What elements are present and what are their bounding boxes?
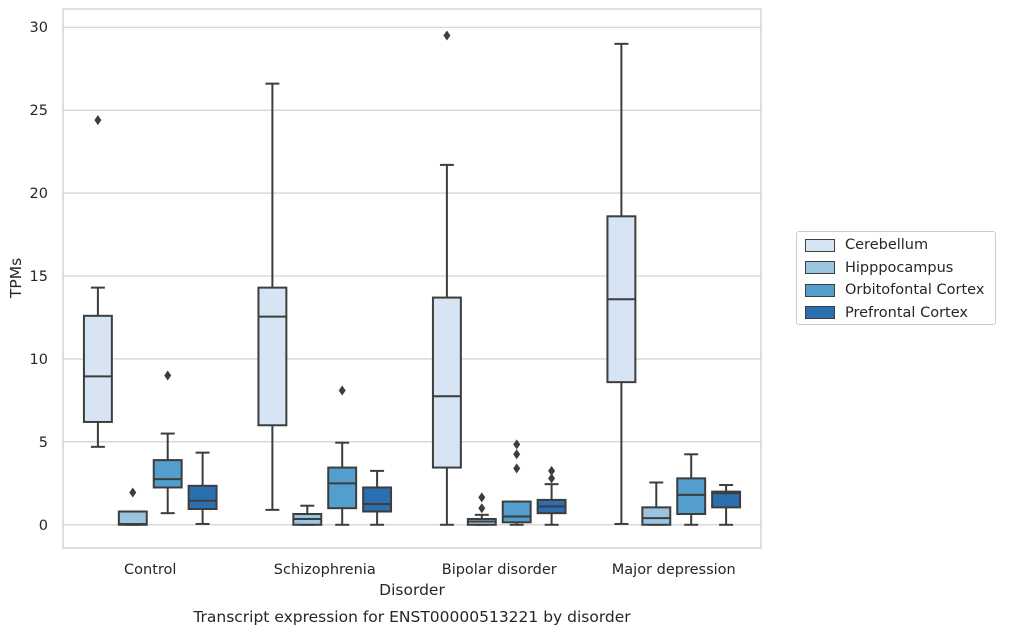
legend-label-orbitofontal-cortex: Orbitofontal Cortex [845, 282, 985, 298]
outlier-point [443, 30, 451, 41]
box-iqr [431, 296, 462, 469]
y-tick-label-30: 30 [30, 20, 48, 36]
outlier-point [338, 385, 346, 396]
legend: Cerebellum Hipppocampus Orbitofontal Corte… [796, 231, 996, 325]
outlier-point [478, 492, 486, 503]
y-tick-label-5: 5 [39, 435, 48, 451]
x-tick-label-bipolar-disorder: Bipolar disorder [442, 562, 557, 578]
legend-swatch-cerebellum [805, 238, 835, 252]
legend-item-orbitofontal-cortex: Orbitofontal Cortex [805, 280, 984, 300]
x-axis-label: Disorder [379, 581, 445, 599]
box-marks [82, 30, 742, 526]
legend-item-prefrontal-cortex: Prefrontal Cortex [805, 303, 968, 323]
legend-label-cerebellum: Cerebellum [845, 237, 929, 253]
box-schizophrenia-prefrontal-cortex [362, 469, 393, 526]
box-iqr [257, 286, 288, 427]
x-tick-label-control: Control [124, 562, 176, 578]
outlier-point [548, 473, 556, 484]
chart-caption: Transcript expression for ENST0000051322… [192, 608, 631, 626]
outlier-point [94, 115, 102, 126]
box-iqr [82, 314, 113, 423]
y-tick-label-25: 25 [30, 103, 48, 119]
box-schizophrenia-hipppocampus [292, 504, 323, 526]
box-major-depression-cerebellum [606, 42, 637, 525]
outlier-point [164, 370, 172, 381]
box-major-depression-orbitofontal-cortex [676, 453, 707, 526]
legend-swatch-prefrontal-cortex [805, 306, 835, 319]
outlier-point [513, 463, 521, 474]
box-bipolar-disorder-hipppocampus [466, 492, 497, 526]
box-iqr [362, 486, 393, 513]
legend-label-prefrontal-cortex: Prefrontal Cortex [845, 304, 968, 321]
y-tick-labels: 0 5 10 15 20 25 30 [30, 20, 48, 534]
box-iqr [711, 490, 742, 509]
box-iqr [641, 506, 672, 526]
x-tick-labels: Control Schizophrenia Bipolar disorder Majo… [124, 562, 736, 578]
box-bipolar-disorder-cerebellum [431, 30, 462, 526]
box-schizophrenia-orbitofontal-cortex [327, 385, 358, 526]
box-schizophrenia-cerebellum [257, 82, 288, 511]
box-iqr [676, 477, 707, 516]
outlier-point [548, 465, 556, 476]
y-gridlines [63, 26, 761, 526]
box-iqr [152, 459, 183, 489]
y-tick-label-10: 10 [30, 352, 48, 368]
box-bipolar-disorder-orbitofontal-cortex [501, 439, 532, 526]
y-tick-label-0: 0 [39, 518, 48, 534]
outlier-point [513, 439, 521, 450]
outlier-point [513, 449, 521, 460]
box-control-orbitofontal-cortex [152, 370, 183, 515]
legend-swatch-orbitofontal-cortex [805, 283, 835, 297]
box-control-cerebellum [82, 115, 113, 448]
plot-area-frame [62, 8, 762, 549]
box-major-depression-prefrontal-cortex [711, 483, 742, 526]
box-iqr [117, 510, 148, 526]
box-control-hipppocampus [117, 487, 148, 526]
y-tick-label-15: 15 [30, 269, 48, 285]
x-tick-label-major-depression: Major depression [612, 562, 736, 578]
box-major-depression-hipppocampus [641, 481, 672, 526]
y-tick-label-20: 20 [30, 186, 48, 202]
x-tick-label-schizophrenia: Schizophrenia [274, 562, 376, 578]
box-iqr [187, 484, 218, 511]
outlier-point [129, 487, 137, 498]
legend-swatch-hipppocampus [805, 261, 835, 274]
legend-item-hipppocampus: Hipppocampus [805, 258, 953, 278]
y-axis-label: TPMs [7, 258, 25, 299]
box-bipolar-disorder-prefrontal-cortex [536, 465, 567, 526]
box-control-prefrontal-cortex [187, 451, 218, 525]
box-iqr [501, 500, 532, 524]
box-iqr [327, 466, 358, 510]
outlier-point [478, 503, 486, 514]
legend-label-hipppocampus: Hipppocampus [845, 259, 954, 276]
legend-item-cerebellum: Cerebellum [805, 235, 928, 255]
